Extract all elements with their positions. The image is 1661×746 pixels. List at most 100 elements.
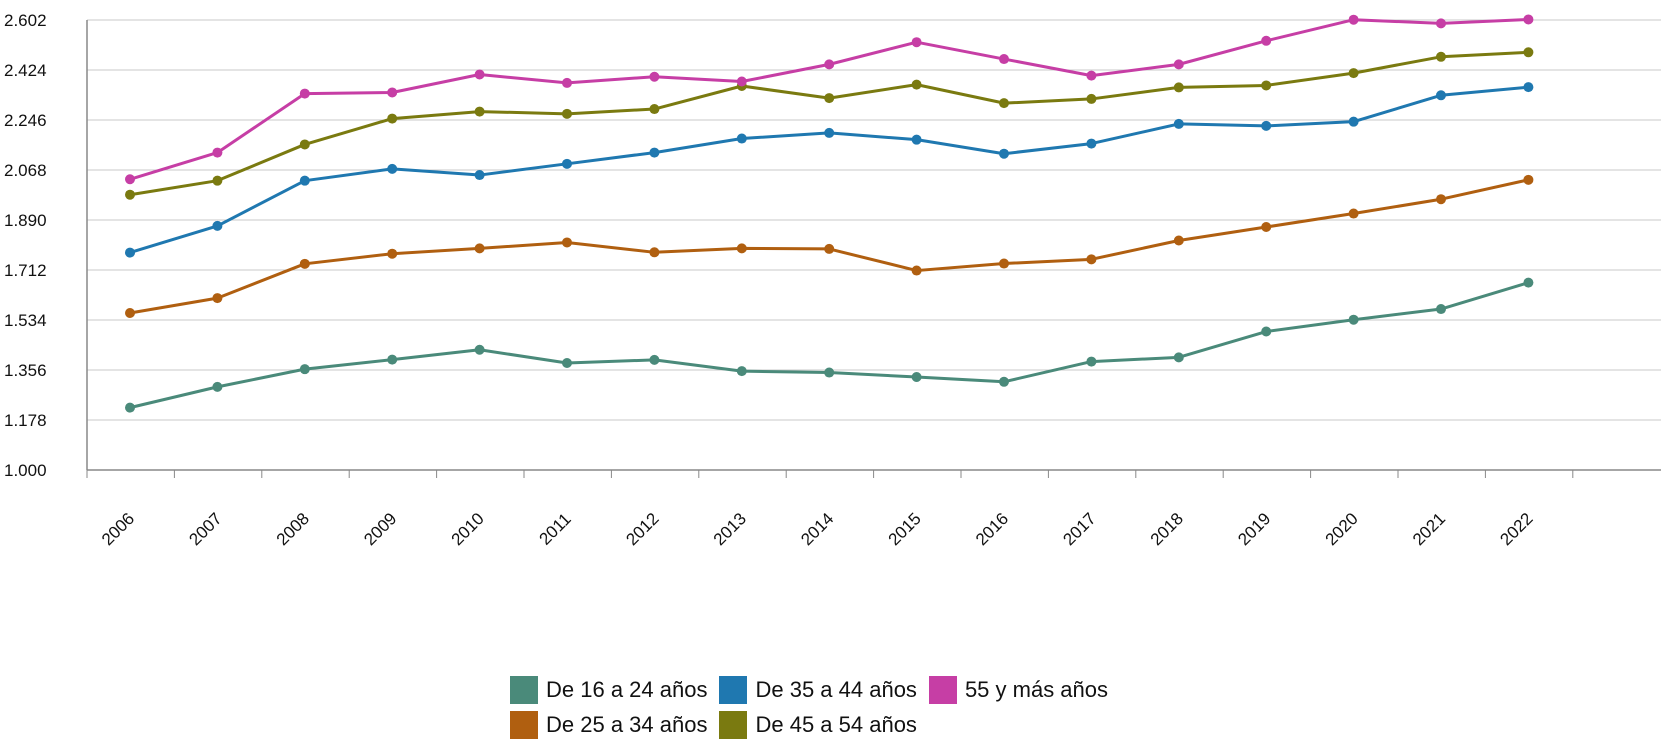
data-point-s4-2014 xyxy=(824,59,835,70)
data-point-s0-2019 xyxy=(1261,326,1272,337)
data-point-s0-2007 xyxy=(212,381,223,392)
legend-label-45-54: De 45 a 54 años xyxy=(755,711,917,737)
x-tick-label-2012: 2012 xyxy=(622,509,662,549)
y-tick-label-4: 1.712 xyxy=(4,261,47,280)
data-point-s3-2021 xyxy=(1436,51,1446,62)
data-point-s1-2015 xyxy=(911,265,922,276)
data-point-s2-2017 xyxy=(1086,138,1097,149)
data-point-s4-2007 xyxy=(212,147,223,158)
legend-item-25-34[interactable]: De 25 a 34 años xyxy=(510,710,707,739)
data-point-s3-2020 xyxy=(1348,68,1359,79)
data-point-s2-2009 xyxy=(387,163,398,174)
series-line-0 xyxy=(129,281,1529,410)
data-point-s0-2022 xyxy=(1523,277,1534,288)
data-point-s2-2014 xyxy=(824,127,835,138)
data-point-s1-2009 xyxy=(387,248,398,259)
legend-swatch-25-34 xyxy=(510,710,538,739)
y-tick-label-9: 2.602 xyxy=(4,11,47,30)
data-point-s1-2017 xyxy=(1086,254,1097,265)
data-point-s1-2010 xyxy=(474,243,485,254)
data-point-s2-2015 xyxy=(911,134,922,145)
data-point-s0-2006 xyxy=(125,402,135,413)
data-point-s4-2006 xyxy=(125,174,135,185)
x-tick-label-2021: 2021 xyxy=(1409,509,1449,549)
data-point-s4-2013 xyxy=(736,76,747,87)
data-point-s0-2009 xyxy=(387,354,398,365)
legend-row-2: De 25 a 34 años De 45 a 54 años xyxy=(510,707,1661,742)
data-point-s0-2020 xyxy=(1348,314,1359,325)
legend-swatch-16-24 xyxy=(510,675,538,704)
data-point-s3-2019 xyxy=(1261,80,1272,91)
y-tick-label-2: 1.356 xyxy=(4,361,47,380)
x-tick-label-2006: 2006 xyxy=(98,509,138,549)
data-point-s2-2021 xyxy=(1436,90,1446,101)
x-tick-label-2008: 2008 xyxy=(273,509,313,549)
data-point-s1-2011 xyxy=(562,237,572,248)
legend-label-35-44: De 35 a 44 años xyxy=(755,676,917,702)
y-tick-label-5: 1.890 xyxy=(4,211,47,230)
data-point-s3-2007 xyxy=(212,175,223,186)
data-point-s1-2020 xyxy=(1348,208,1359,219)
data-point-s0-2021 xyxy=(1436,304,1446,315)
data-point-s2-2020 xyxy=(1348,116,1359,127)
data-point-s0-2016 xyxy=(999,376,1009,387)
legend-label-55-plus: 55 y más años xyxy=(964,676,1109,702)
data-point-s0-2015 xyxy=(911,372,922,383)
data-point-s1-2021 xyxy=(1436,194,1446,205)
x-tick-label-2007: 2007 xyxy=(185,509,225,549)
data-point-s0-2013 xyxy=(736,366,747,377)
data-point-s4-2021 xyxy=(1436,18,1446,29)
data-point-s0-2012 xyxy=(649,354,660,365)
x-tick-label-2014: 2014 xyxy=(797,509,837,549)
y-tick-label-6: 2.068 xyxy=(4,161,47,180)
data-point-s4-2016 xyxy=(999,54,1009,65)
x-tick-label-2017: 2017 xyxy=(1059,509,1099,549)
legend-swatch-55-plus xyxy=(928,675,957,704)
legend-item-45-54[interactable]: De 45 a 54 años xyxy=(719,710,917,739)
data-point-s2-2019 xyxy=(1261,120,1272,131)
data-point-s2-2006 xyxy=(125,247,135,258)
data-point-s4-2010 xyxy=(474,69,485,80)
y-tick-label-7: 2.246 xyxy=(4,111,47,130)
legend-swatch-45-54 xyxy=(719,710,748,739)
data-point-s3-2010 xyxy=(474,106,485,117)
data-point-s2-2022 xyxy=(1523,82,1534,93)
data-point-s3-2018 xyxy=(1173,82,1184,93)
data-point-s1-2008 xyxy=(299,258,310,269)
legend-item-55-plus[interactable]: 55 y más años xyxy=(928,675,1109,704)
legend-item-16-24[interactable]: De 16 a 24 años xyxy=(510,675,708,704)
data-point-s3-2011 xyxy=(562,108,572,119)
data-point-s2-2011 xyxy=(562,158,572,169)
data-point-s2-2012 xyxy=(649,147,660,158)
data-point-s4-2011 xyxy=(562,77,572,88)
data-point-s1-2006 xyxy=(125,307,135,318)
y-tick-label-0: 1.000 xyxy=(4,461,47,480)
data-point-s1-2007 xyxy=(212,293,223,304)
data-point-s3-2008 xyxy=(299,139,310,150)
data-point-s4-2019 xyxy=(1261,35,1272,46)
x-tick-label-2022: 2022 xyxy=(1496,509,1536,549)
data-point-s3-2017 xyxy=(1086,93,1097,104)
data-point-s3-2006 xyxy=(125,189,135,200)
data-point-s2-2010 xyxy=(474,170,485,181)
data-point-s4-2020 xyxy=(1348,14,1359,25)
data-point-s0-2008 xyxy=(299,364,310,375)
data-point-s4-2022 xyxy=(1523,14,1534,25)
data-point-s4-2018 xyxy=(1173,59,1184,70)
legend-item-35-44[interactable]: De 35 a 44 años xyxy=(719,675,917,704)
data-point-s2-2016 xyxy=(999,148,1009,159)
x-tick-label-2013: 2013 xyxy=(710,509,750,549)
legend-label-16-24: De 16 a 24 años xyxy=(546,676,708,702)
data-point-s2-2007 xyxy=(212,220,223,231)
data-point-s1-2013 xyxy=(736,243,747,254)
data-point-s2-2008 xyxy=(299,175,310,186)
y-tick-label-1: 1.178 xyxy=(4,411,47,430)
data-point-s1-2016 xyxy=(999,258,1009,269)
x-tick-label-2011: 2011 xyxy=(535,509,574,548)
data-point-s2-2013 xyxy=(736,133,747,144)
legend-swatch-35-44 xyxy=(719,675,748,704)
data-point-s0-2017 xyxy=(1086,356,1097,367)
data-point-s1-2022 xyxy=(1523,174,1534,185)
